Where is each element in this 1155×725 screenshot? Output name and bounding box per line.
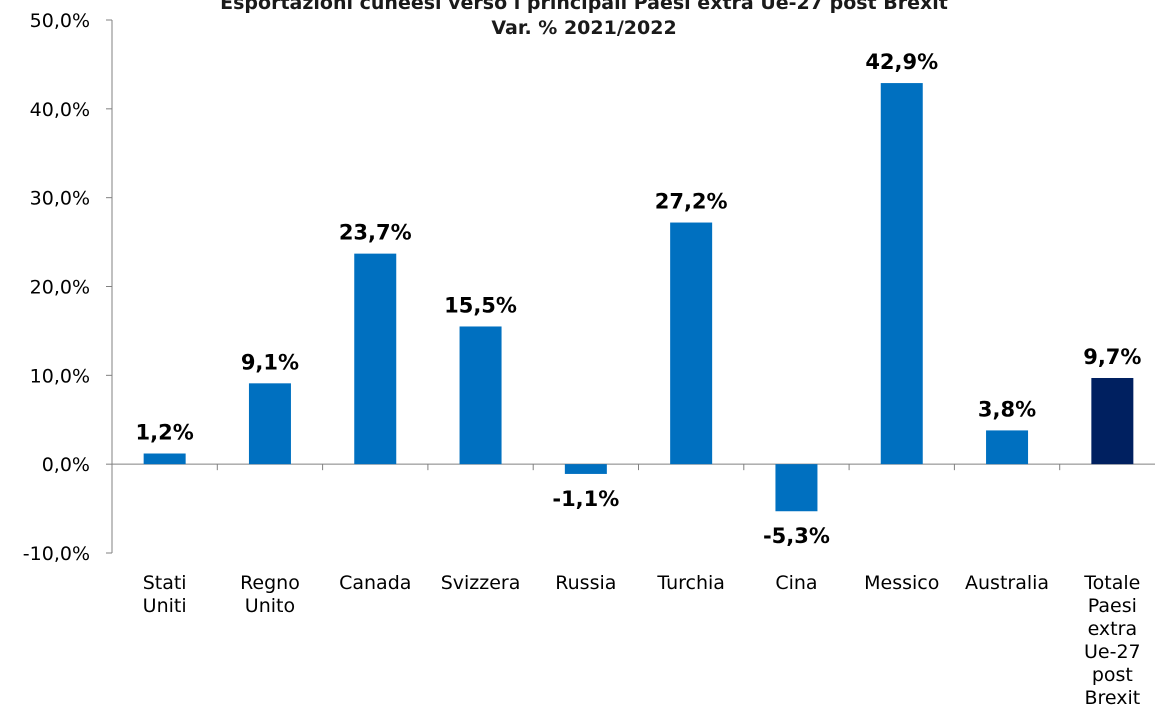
y-tick-label: 50,0% [30,10,90,32]
y-tick-label: -10,0% [23,543,90,565]
data-label: 42,9% [865,50,938,74]
x-tick-label: extra [1088,618,1138,640]
bar [986,430,1029,465]
data-label: -5,3% [763,524,830,548]
bar [248,383,291,465]
data-label: 3,8% [978,397,1036,421]
y-tick-label: 30,0% [30,188,90,210]
data-label: 1,2% [136,421,194,445]
bars [143,83,1134,512]
x-tick-label: Canada [339,572,411,594]
x-tick-label: Turchia [656,572,725,594]
x-tick-label: post [1092,664,1133,686]
data-label: 9,7% [1083,345,1141,369]
x-tick-label: Russia [555,572,616,594]
x-tick-label: Paesi [1088,595,1137,617]
data-label: 27,2% [655,190,728,214]
x-tick-label: Uniti [143,595,187,617]
bar [1091,377,1134,465]
y-tick-label: 40,0% [30,99,90,121]
data-labels: 1,2% 9,1% 23,7% 15,5% -1,1% 27,2% -5,3% 42,9% 3,… [136,50,1142,548]
bar [775,464,818,512]
axes [106,19,1155,554]
x-tick-label: Messico [864,572,939,594]
bar [564,464,607,474]
y-tick-labels: -10,0% 0,0% 10,0% 20,0% 30,0% 40,0% 50,0% [23,10,90,565]
bar [880,83,923,465]
data-label: 15,5% [444,293,517,317]
x-tick-label: Brexit [1084,687,1140,709]
chart-title: Esportazioni cuneesi verso i principali … [220,0,948,14]
x-tick-label: Ue-27 [1084,641,1141,663]
bar [354,253,397,465]
x-tick-label: Stati [143,572,187,594]
chart-subtitle: Var. % 2021/2022 [491,17,676,39]
x-tick-label: Regno [240,572,300,594]
x-tick-label: Australia [965,572,1049,594]
x-tick-label: Cina [775,572,817,594]
y-tick-label: 0,0% [42,454,90,476]
data-label: -1,1% [552,487,619,511]
x-tick-label: Svizzera [441,572,521,594]
y-tick-label: 10,0% [30,365,90,387]
data-label: 9,1% [241,350,299,374]
bar [143,453,186,465]
x-tick-label: Totale [1083,572,1140,594]
bar [670,222,713,465]
x-tick-label: Unito [245,595,295,617]
y-tick-label: 20,0% [30,277,90,299]
data-label: 23,7% [339,221,412,245]
bar [459,326,502,465]
